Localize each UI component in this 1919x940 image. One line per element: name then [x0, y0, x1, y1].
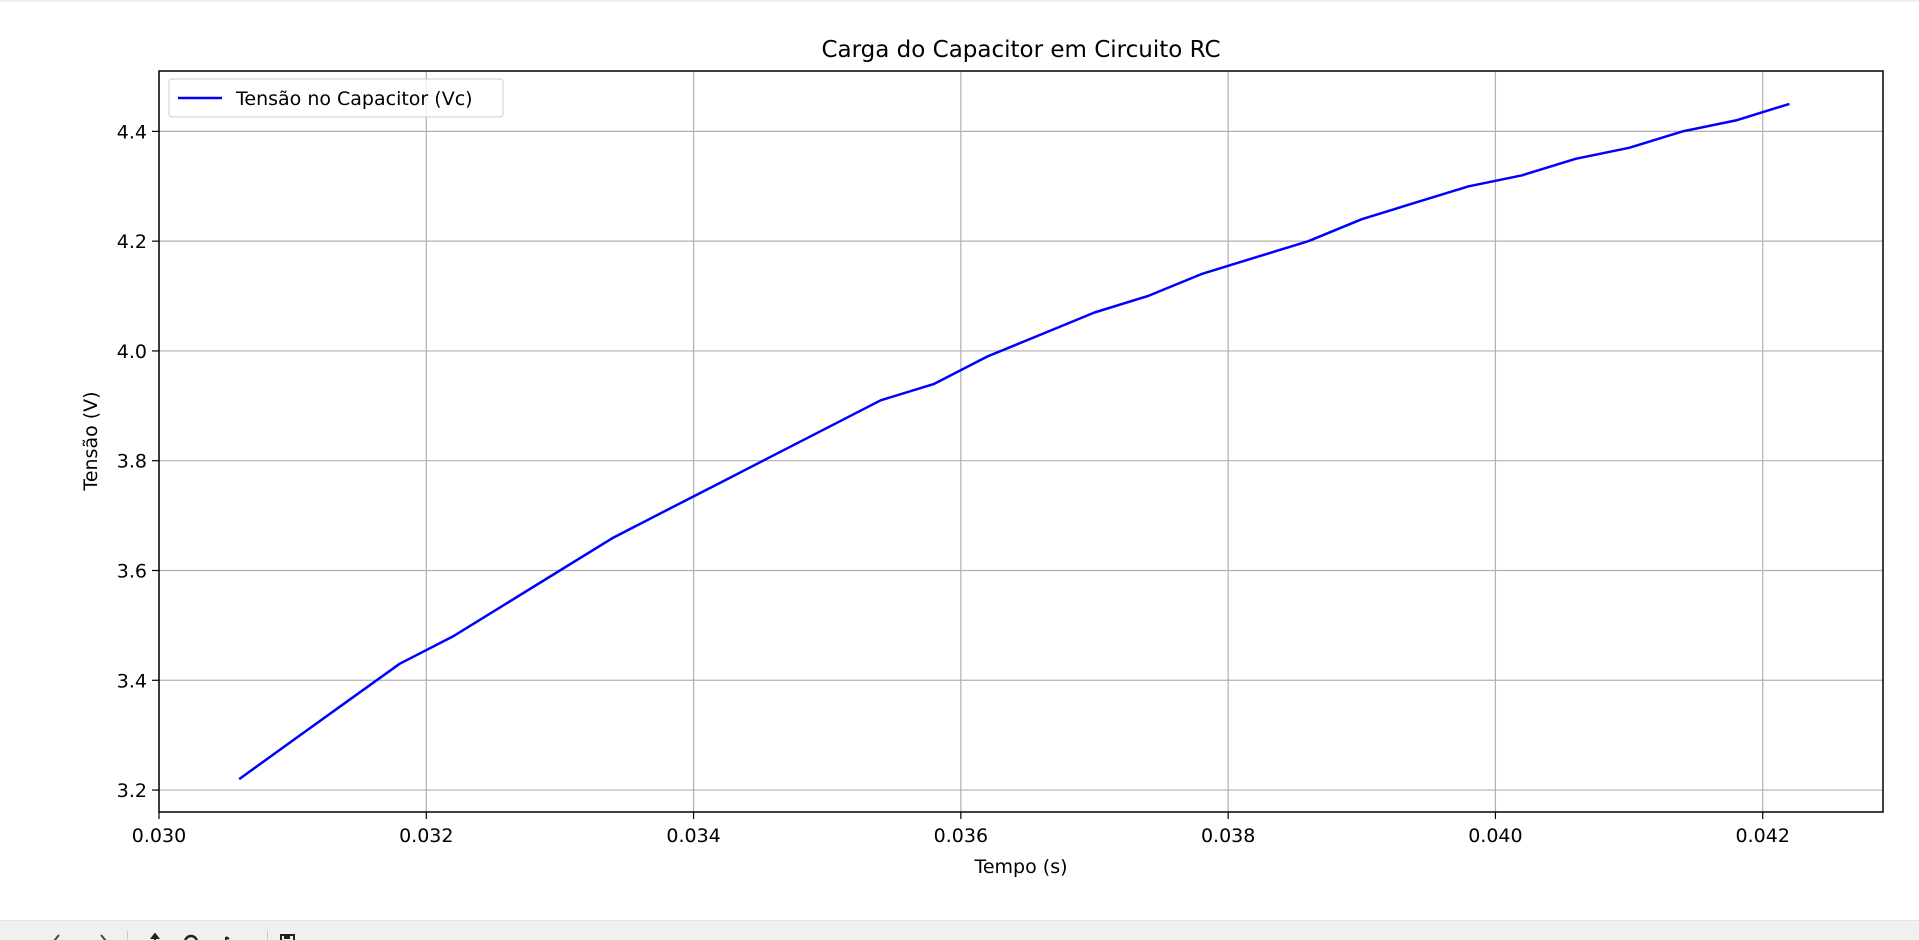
- grid-layer: [158, 71, 1883, 812]
- x-tick-label: 0.038: [1201, 825, 1255, 847]
- series-line: [238, 102, 1790, 781]
- x-tick-label: 0.042: [1736, 825, 1790, 847]
- toolbar-separator: [267, 931, 268, 940]
- plot-frame: [158, 70, 1884, 813]
- y-tick-label: 4.4: [117, 121, 147, 143]
- toolbar-separator: [127, 931, 128, 940]
- forward-icon[interactable]: [92, 933, 108, 940]
- y-tick-label: 3.8: [117, 451, 147, 473]
- y-tick-label: 3.4: [117, 670, 147, 692]
- zoom-icon[interactable]: [183, 933, 199, 940]
- x-tick-label: 0.032: [399, 825, 453, 847]
- chart-title: Carga do Capacitor em Circuito RC: [821, 37, 1220, 63]
- x-tick-label: 0.030: [132, 825, 186, 847]
- y-tick-label: 4.0: [117, 341, 147, 363]
- y-axis-label: Tensão (V): [80, 391, 102, 491]
- chart: Carga do Capacitor em Circuito RC 0.030 0…: [80, 37, 1884, 878]
- window-top-strip: [0, 0, 1919, 2]
- x-tick-label: 0.034: [666, 825, 720, 847]
- legend: Tensão no Capacitor (Vc): [168, 78, 504, 118]
- y-tick-label: 3.6: [117, 560, 147, 582]
- plot-toolbar: [0, 920, 1919, 940]
- y-tick-label: 3.2: [117, 780, 147, 802]
- ticks-layer: 0.030 0.032 0.034 0.036 0.038 0.040 0.042 3.2 3.…: [117, 121, 1790, 847]
- series-layer: [238, 102, 1790, 781]
- back-icon[interactable]: [52, 933, 68, 940]
- x-axis-label: Tempo (s): [973, 856, 1067, 878]
- legend-frame: [168, 78, 504, 118]
- x-tick-label: 0.040: [1468, 825, 1522, 847]
- x-tick-label: 0.036: [934, 825, 988, 847]
- y-tick-label: 4.2: [117, 231, 147, 253]
- save-icon[interactable]: [280, 933, 296, 940]
- figure-canvas: Carga do Capacitor em Circuito RC 0.030 0…: [0, 0, 1919, 878]
- legend-label: Tensão no Capacitor (Vc): [235, 88, 473, 110]
